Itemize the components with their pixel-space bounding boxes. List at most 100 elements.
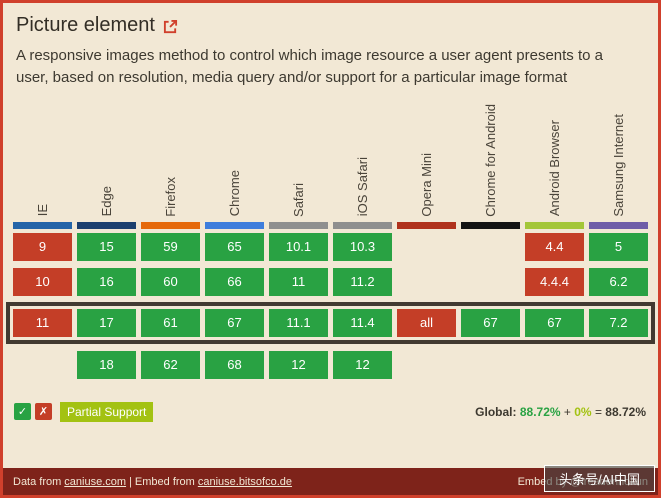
version-row: 10 16 60 66 11 11.2 4.4.4 6.2 [3, 267, 658, 296]
header: Picture element [3, 3, 658, 37]
support-cell[interactable]: 68 [205, 350, 264, 379]
current-version-row: 11 17 61 67 11.1 11.4 all 67 67 7.2 [6, 301, 655, 344]
support-cell[interactable]: 61 [141, 308, 200, 337]
global-supported-pct: 88.72% [519, 404, 561, 419]
empty-cell [13, 351, 72, 379]
support-cell[interactable]: 11 [269, 267, 328, 296]
empty-cell [461, 351, 520, 379]
browser-label: Safari [291, 182, 306, 217]
empty-cell [461, 233, 520, 261]
version-row: 18 62 68 12 12 [3, 350, 658, 379]
support-cell[interactable]: 12 [269, 350, 328, 379]
browser-label: Firefox [163, 176, 178, 217]
support-cell[interactable]: 11.1 [269, 308, 328, 337]
empty-cell [589, 351, 648, 379]
empty-cell [525, 351, 584, 379]
plus-sign: + [563, 404, 571, 419]
support-table: 9 15 59 65 10.1 10.3 4.4 5 10 16 60 66 11 11.2 4.4.4 6.… [3, 229, 658, 379]
support-cell[interactable]: 12 [333, 350, 392, 379]
global-total-pct: 88.72% [605, 404, 646, 419]
legend: ✓ ✗ Partial Support [14, 401, 154, 422]
watermark-text: 头条号/AI中国 [559, 472, 640, 487]
browser-label: Android Browser [547, 120, 562, 217]
browser-label: Samsung Internet [611, 113, 626, 217]
support-cell[interactable]: 17 [77, 308, 136, 337]
equals-sign: = [594, 404, 602, 419]
support-cell[interactable]: 67 [525, 308, 584, 337]
external-link-icon[interactable] [163, 19, 178, 34]
support-cell[interactable]: all [397, 308, 456, 337]
browser-header-ie: IE [13, 101, 72, 229]
support-cell[interactable]: 4.4 [525, 232, 584, 261]
support-cell[interactable]: 60 [141, 267, 200, 296]
support-cell[interactable]: 11 [13, 308, 72, 337]
version-row: 9 15 59 65 10.1 10.3 4.4 5 [3, 232, 658, 261]
embed-from-label: Embed from [134, 475, 195, 488]
browser-color-bar [141, 221, 200, 229]
support-cell[interactable]: 11.2 [333, 267, 392, 296]
global-partial-pct: 0% [574, 404, 592, 419]
browser-header-edge: Edge [77, 101, 136, 229]
support-cell[interactable]: 67 [205, 308, 264, 337]
browser-header-firefox: Firefox [141, 101, 200, 229]
support-cell[interactable]: 5 [589, 232, 648, 261]
browser-color-bar [269, 221, 328, 229]
browser-header-ios-safari: iOS Safari [333, 101, 392, 229]
partial-support-badge: Partial Support [60, 401, 154, 422]
support-cell[interactable]: 62 [141, 350, 200, 379]
empty-cell [397, 233, 456, 261]
support-cell[interactable]: 11.4 [333, 308, 392, 337]
browser-header-samsung-internet: Samsung Internet [589, 101, 648, 229]
support-cell[interactable]: 9 [13, 232, 72, 261]
support-cell[interactable]: 59 [141, 232, 200, 261]
browser-color-bar [525, 221, 584, 229]
browser-header-safari: Safari [269, 101, 328, 229]
legend-and-stats-row: ✓ ✗ Partial Support Global: 88.72% + 0% … [3, 401, 658, 422]
support-cell[interactable]: 65 [205, 232, 264, 261]
browser-color-bar [13, 221, 72, 229]
browser-label: Opera Mini [419, 152, 434, 217]
browser-color-bar [77, 221, 136, 229]
global-usage-stats: Global: 88.72% + 0% = 88.72% [475, 405, 646, 419]
support-cell[interactable]: 10.3 [333, 232, 392, 261]
footer-attribution: Data from caniuse.com | Embed from caniuse.b… [13, 476, 295, 488]
support-cell[interactable]: 10 [13, 267, 72, 296]
browser-color-bar [333, 221, 392, 229]
browser-label: Chrome for Android [483, 103, 498, 217]
watermark-badge: 头条号/AI中国 [544, 465, 655, 492]
embed-source-link[interactable]: caniuse.bitsofco.de [197, 475, 293, 488]
browser-header-row: IE Edge Firefox Chrome Safari iOS Safari Opera… [3, 101, 658, 229]
browser-color-bar [397, 221, 456, 229]
support-cell[interactable]: 16 [77, 267, 136, 296]
global-label: Global: [475, 404, 517, 419]
caniuse-link[interactable]: caniuse.com [64, 475, 127, 488]
empty-cell [397, 268, 456, 296]
browser-label: Edge [99, 186, 114, 217]
support-cell[interactable]: 4.4.4 [525, 267, 584, 296]
page-title: Picture element [16, 14, 155, 36]
browser-label: iOS Safari [355, 157, 370, 217]
browser-label: Chrome [227, 170, 242, 217]
support-cell[interactable]: 67 [461, 308, 520, 337]
support-cell[interactable]: 6.2 [589, 267, 648, 296]
browser-color-bar [589, 221, 648, 229]
supported-check-icon: ✓ [14, 403, 31, 420]
browser-header-opera-mini: Opera Mini [397, 101, 456, 229]
browser-label: IE [35, 204, 50, 217]
support-cell[interactable]: 7.2 [589, 308, 648, 337]
not-supported-cross-icon: ✗ [35, 403, 52, 420]
empty-cell [461, 268, 520, 296]
browser-header-chrome-for-android: Chrome for Android [461, 101, 520, 229]
footer-separator: | [129, 475, 132, 488]
empty-cell [397, 351, 456, 379]
data-from-label: Data from [13, 475, 62, 488]
feature-description: A responsive images method to control wh… [16, 47, 603, 86]
browser-color-bar [205, 221, 264, 229]
browser-header-android-browser: Android Browser [525, 101, 584, 229]
support-cell[interactable]: 10.1 [269, 232, 328, 261]
support-cell[interactable]: 66 [205, 267, 264, 296]
support-cell[interactable]: 18 [77, 350, 136, 379]
support-cell[interactable]: 15 [77, 232, 136, 261]
browser-header-chrome: Chrome [205, 101, 264, 229]
